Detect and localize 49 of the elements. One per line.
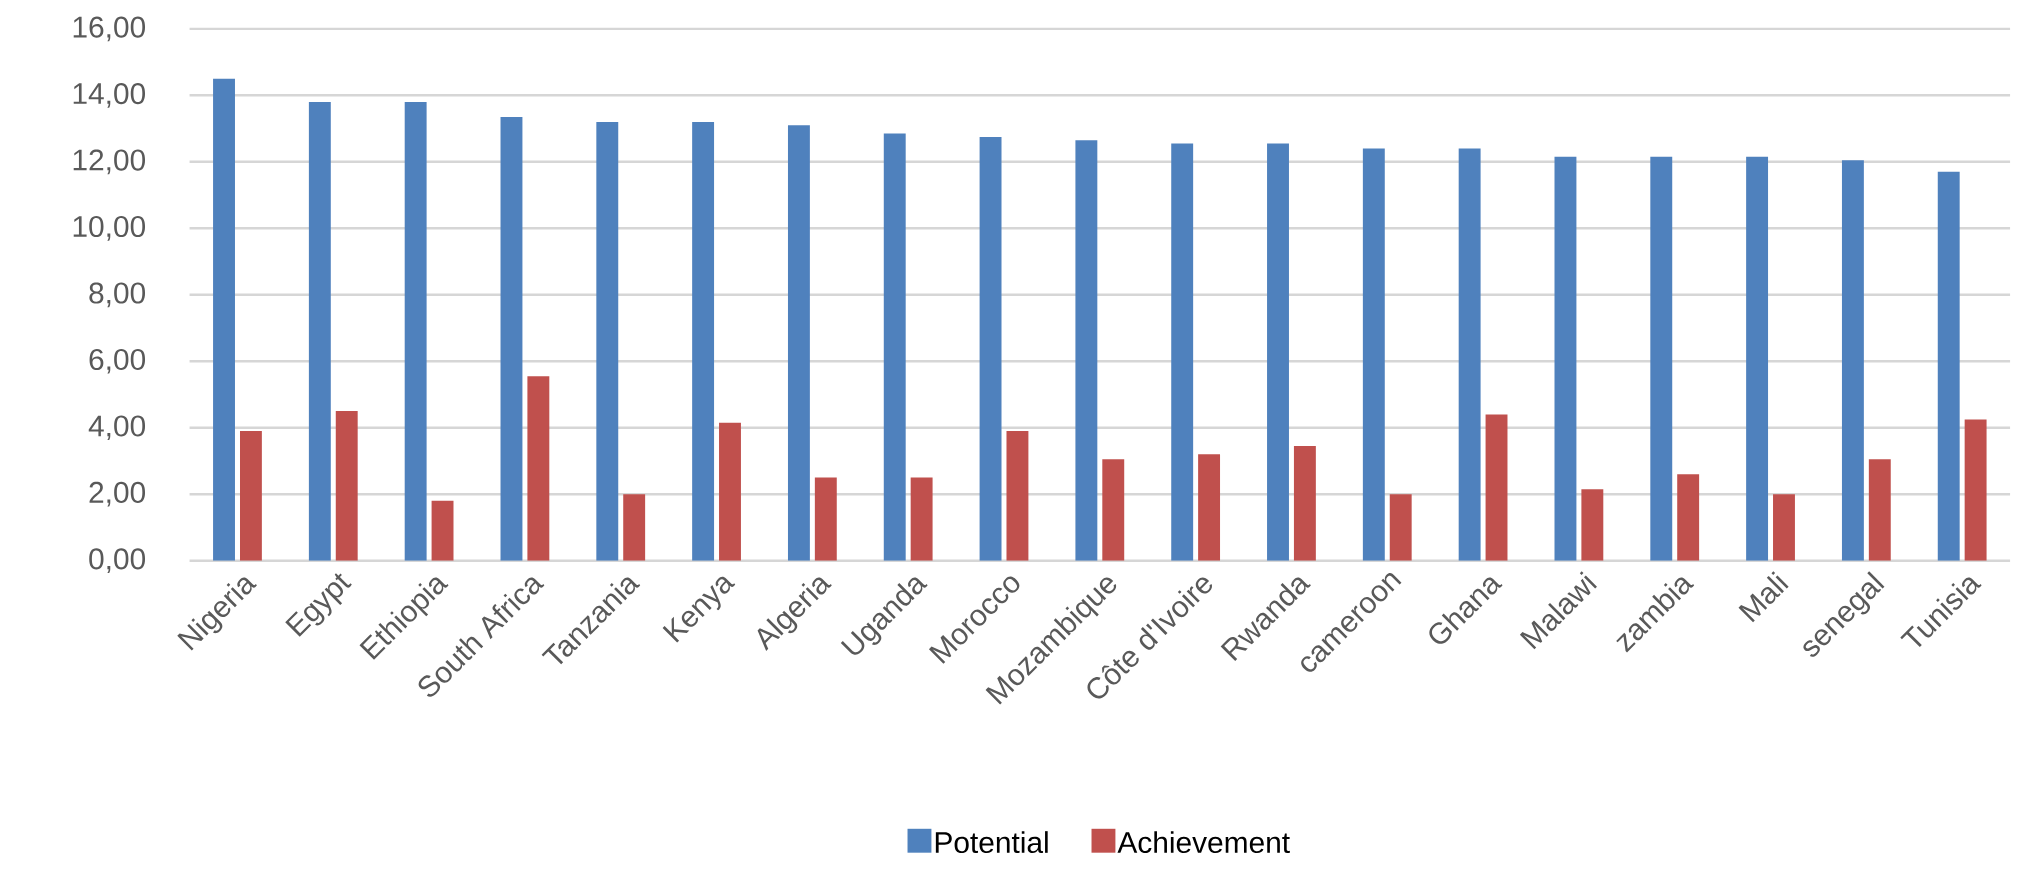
bar	[239, 430, 262, 561]
bar	[1102, 459, 1125, 561]
bar	[1841, 159, 1864, 561]
y-tick-label: 16,00	[73, 16, 146, 42]
bar	[979, 136, 1002, 561]
bar	[1267, 143, 1289, 561]
bar	[1554, 156, 1577, 561]
y-tick-label: 0,00	[89, 548, 146, 573]
bar	[1746, 156, 1769, 561]
bar	[1868, 459, 1891, 561]
bar	[1581, 489, 1604, 561]
bar	[1458, 148, 1481, 561]
bar	[719, 422, 741, 561]
bar	[335, 410, 358, 561]
bar	[623, 494, 646, 561]
y-tick-label: 12,00	[73, 149, 146, 174]
bar	[404, 101, 427, 561]
legend-label: Potential	[935, 830, 1048, 853]
bar	[308, 101, 331, 561]
bar	[692, 121, 715, 561]
y-tick-label: 14,00	[73, 82, 146, 108]
bar	[1171, 143, 1194, 561]
bar	[910, 477, 933, 561]
bar	[814, 477, 837, 561]
bar	[527, 376, 550, 561]
bar	[1293, 445, 1316, 561]
bar	[1485, 414, 1508, 561]
bar	[1075, 140, 1098, 561]
bar	[1937, 171, 1960, 561]
bar	[1773, 494, 1795, 561]
bar	[1198, 454, 1221, 561]
legend-label: Achievement	[1117, 830, 1290, 853]
y-tick-label: 8,00	[89, 282, 146, 307]
y-tick-label: 2,00	[89, 481, 146, 507]
bar	[500, 116, 523, 561]
bar	[213, 78, 235, 561]
bar	[883, 133, 906, 561]
bar	[787, 125, 810, 561]
bar	[1362, 148, 1385, 561]
y-tick-label: 6,00	[89, 348, 146, 374]
bar	[1677, 474, 1700, 561]
bar	[1389, 494, 1412, 561]
bar	[1964, 419, 1987, 561]
y-tick-label: 10,00	[73, 215, 146, 241]
bar	[431, 500, 454, 561]
bar	[1006, 430, 1029, 561]
bar	[1650, 156, 1673, 561]
bar	[596, 121, 619, 561]
y-tick-label: 4,00	[88, 415, 146, 440]
